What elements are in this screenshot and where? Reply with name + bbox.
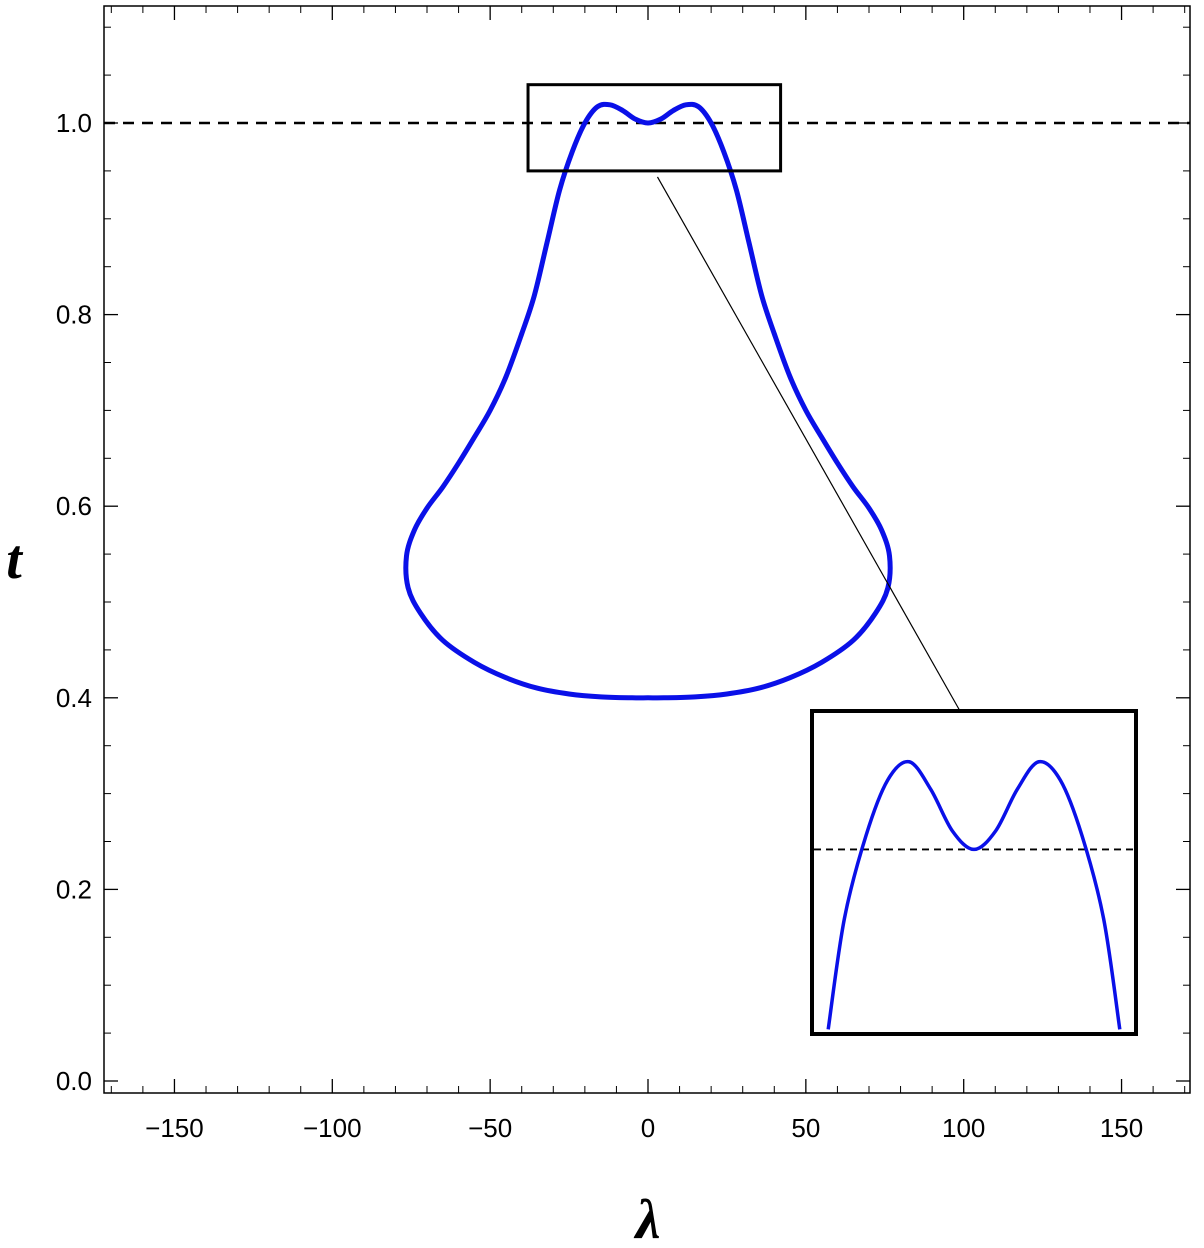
x-tick-label: 150 xyxy=(1100,1113,1143,1143)
inset-panel xyxy=(810,709,1138,1036)
x-tick-label: −50 xyxy=(468,1113,512,1143)
tick-labels: −150 −100 −50 0 50 100 150 0.0 0.2 0.4 0.6 0.8 1.0 xyxy=(56,108,1143,1143)
zoom-region-box xyxy=(526,83,783,173)
inset-frame xyxy=(810,709,1138,1036)
series-curve xyxy=(403,101,893,701)
y-tick-label: 1.0 xyxy=(56,108,92,138)
plot-frame xyxy=(103,5,1191,1094)
y-axis-title: t xyxy=(6,529,23,591)
x-tick-label: 100 xyxy=(942,1113,985,1143)
x-tick-label: −150 xyxy=(145,1113,204,1143)
x-tick-label: 0 xyxy=(641,1113,655,1143)
y-tick-label: 0.6 xyxy=(56,491,92,521)
x-tick-label: −100 xyxy=(303,1113,362,1143)
inset-curve xyxy=(826,759,1122,1030)
y-tick-label: 0.2 xyxy=(56,874,92,904)
axis-ticks xyxy=(104,6,1190,1093)
zoom-connector-line xyxy=(656,176,961,712)
y-tick-label: 0.4 xyxy=(56,683,92,713)
x-axis-title: λ xyxy=(634,1189,661,1248)
y-tick-label: 0.8 xyxy=(56,300,92,330)
x-tick-label: 50 xyxy=(791,1113,820,1143)
y-tick-label: 0.0 xyxy=(56,1066,92,1096)
